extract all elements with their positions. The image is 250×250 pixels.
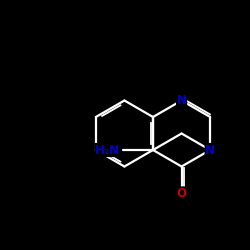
Text: N: N [205, 144, 215, 156]
Text: N: N [176, 94, 186, 107]
Text: O: O [176, 187, 186, 200]
Text: H₂N: H₂N [95, 144, 120, 156]
